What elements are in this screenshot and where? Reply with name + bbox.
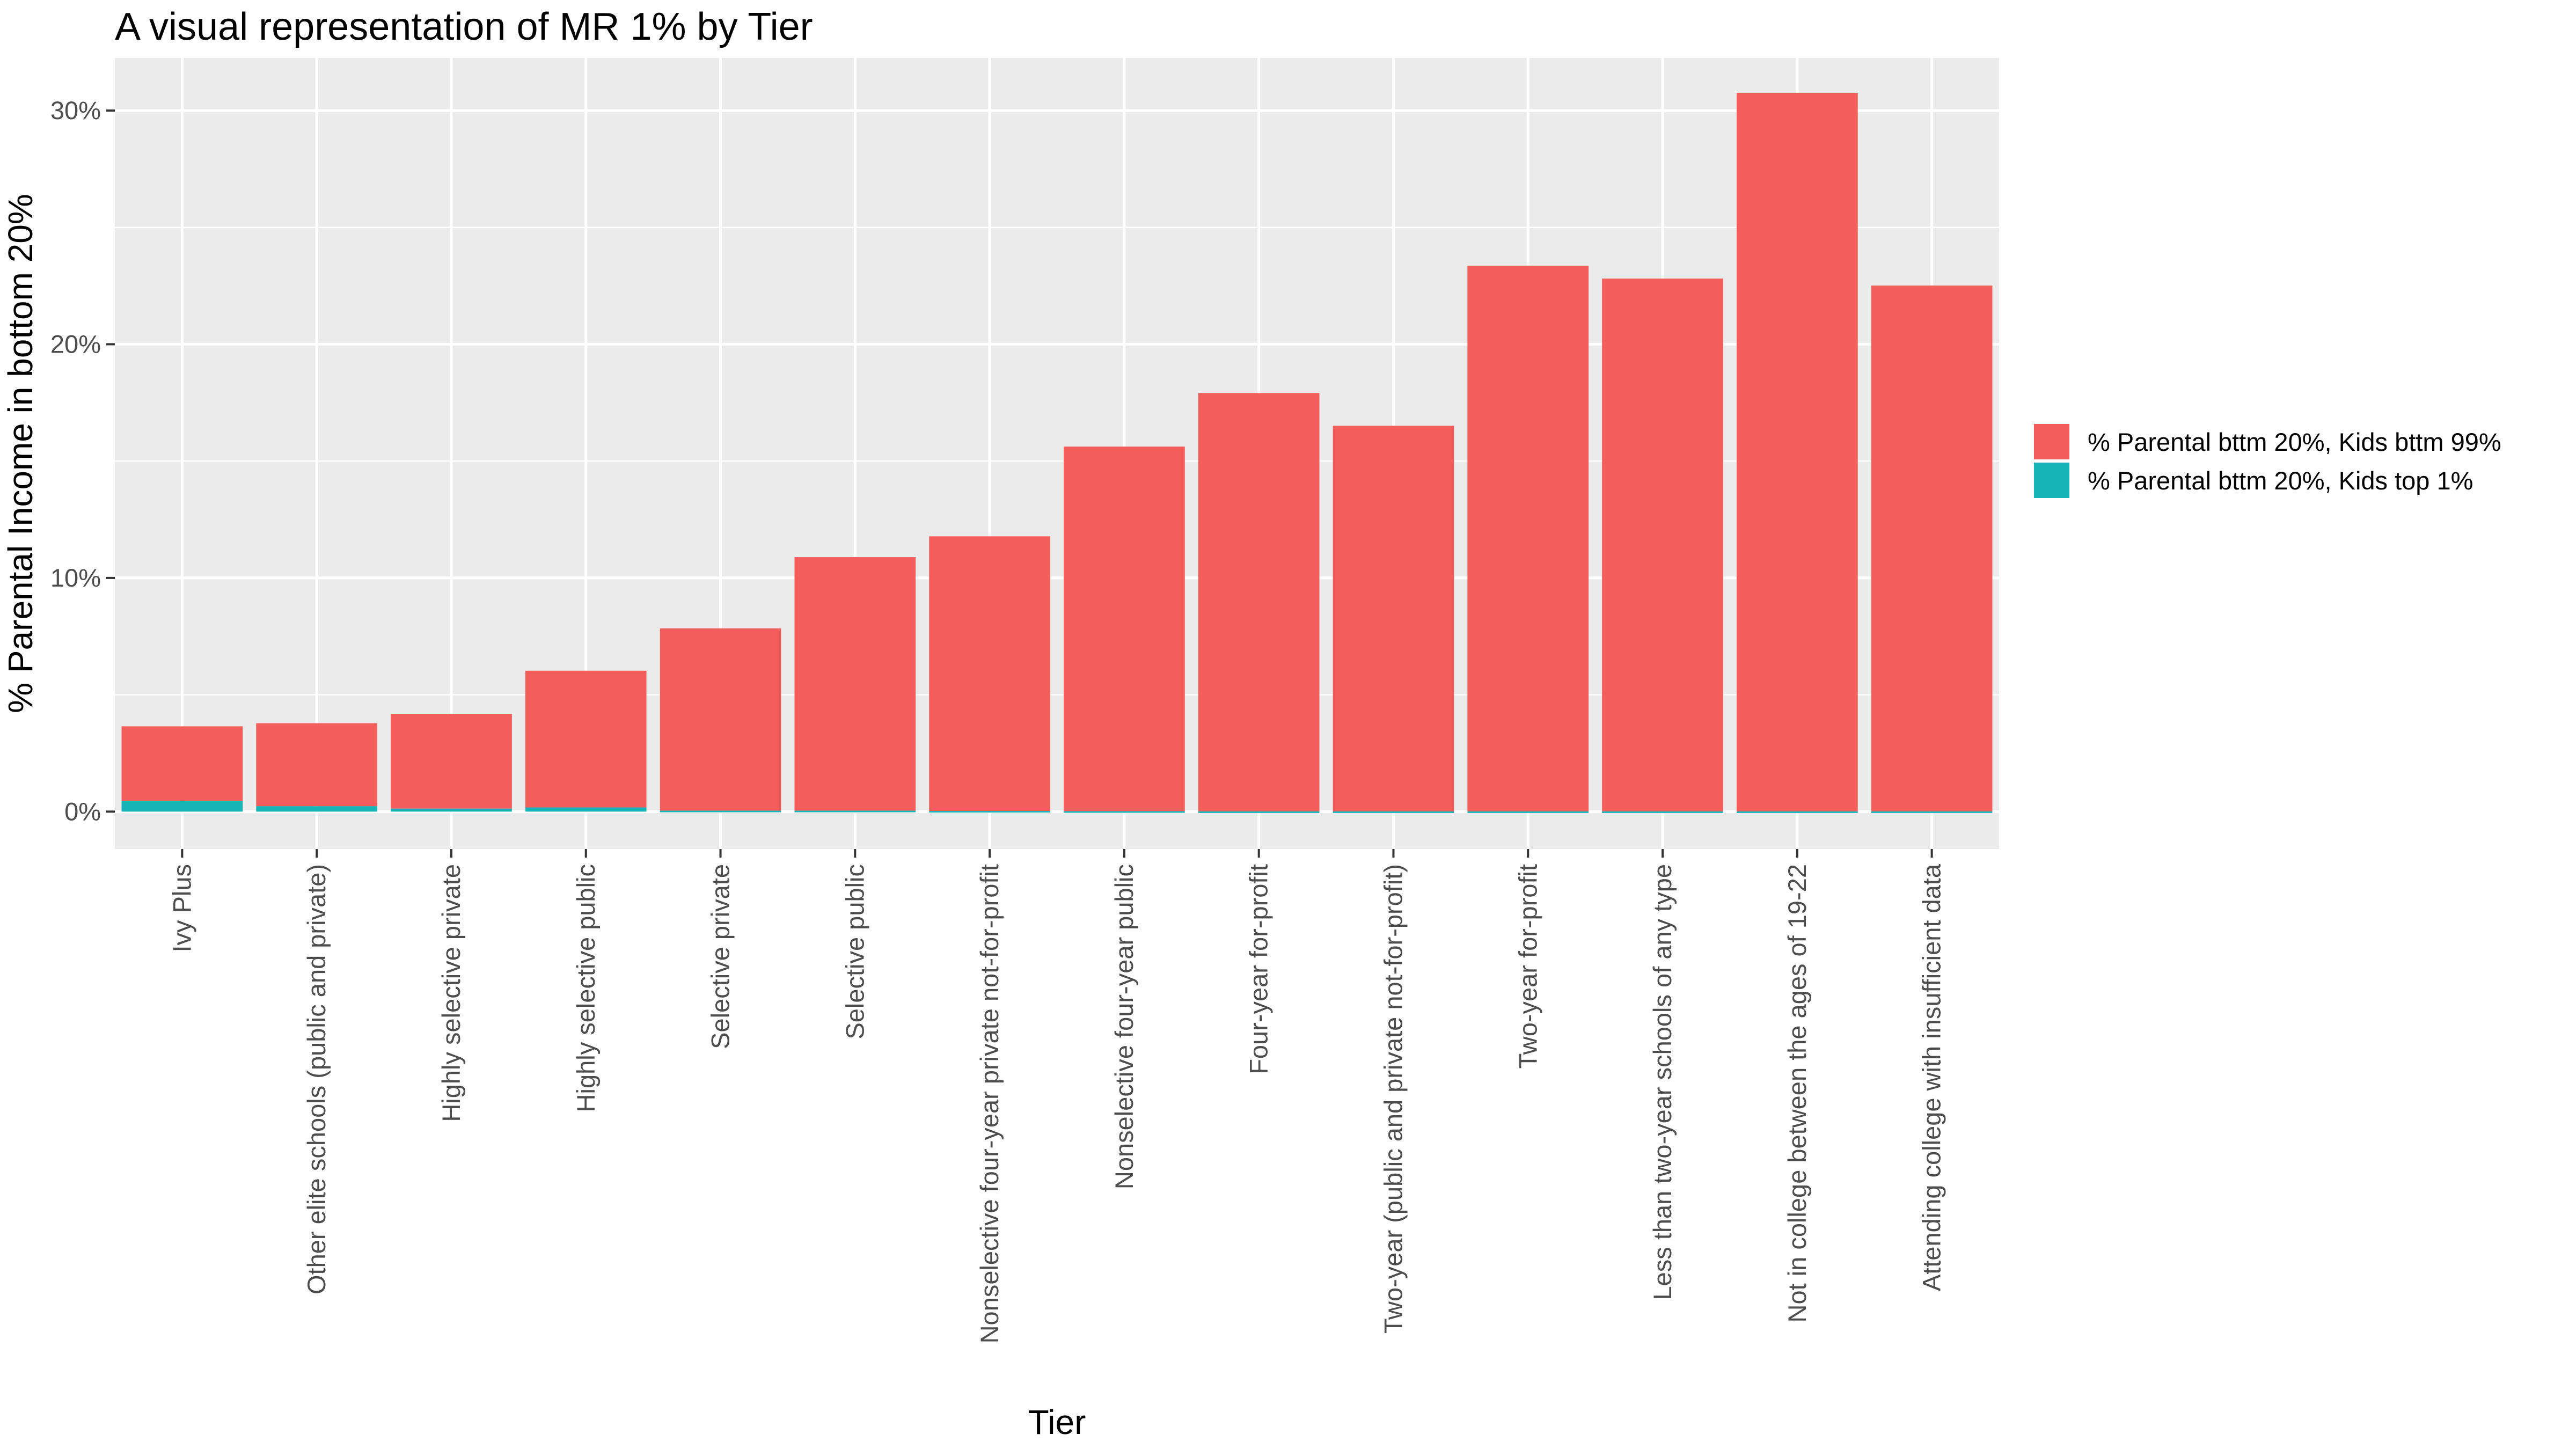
bar-kids-top-1 [929,811,1050,813]
x-tick-label: Highly selective public [572,864,600,1112]
x-axis: Ivy Plus Other elite schools (public and … [167,849,1946,1343]
bar-kids-top-1 [1467,811,1589,813]
y-tick-label: 0% [64,797,101,825]
bar-kids-top-1 [660,810,781,813]
x-tick-label: Not in college between the ages of 19-22 [1783,864,1811,1322]
bar-kids-top-1 [1198,811,1320,813]
bar-kids-bottom-99 [929,536,1050,811]
bar-kids-bottom-99 [391,714,512,809]
legend-label: % Parental bttm 20%, Kids top 1% [2088,466,2473,495]
x-tick-label: Nonselective four-year public [1110,864,1138,1189]
bar-kids-bottom-99 [1333,426,1454,811]
legend: % Parental bttm 20%, Kids bttm 99% % Pare… [2034,424,2501,498]
bar-kids-top-1 [1333,811,1454,813]
x-tick-label: Selective private [706,864,735,1049]
bar-kids-bottom-99 [256,723,378,807]
bar-kids-bottom-99 [121,726,243,801]
x-tick-label: Nonselective four-year private not-for-p… [975,864,1004,1343]
y-tick-label: 20% [50,330,101,358]
bar-kids-top-1 [1064,811,1185,813]
bar-kids-bottom-99 [1871,286,1993,811]
x-axis-title: Tier [1028,1403,1086,1441]
bar-kids-bottom-99 [794,557,916,811]
bar-kids-top-1 [1602,811,1723,813]
bars [121,92,1993,813]
bar-kids-top-1 [794,810,916,813]
x-tick-label: Ivy Plus [167,864,196,953]
bar-kids-bottom-99 [1064,447,1185,811]
y-axis-title: % Parental Income in bottom 20% [1,194,40,713]
x-tick-label: Other elite schools (public and private) [302,864,331,1294]
legend-label: % Parental bttm 20%, Kids bttm 99% [2088,428,2501,456]
x-tick-label: Highly selective private [437,864,465,1122]
bar-kids-bottom-99 [1602,279,1723,811]
chart-title: A visual representation of MR 1% by Tier [115,5,813,48]
x-tick-label: Two-year (public and private not-for-pro… [1379,864,1407,1334]
x-tick-label: Attending college with insufficient data [1918,863,1946,1291]
x-tick-label: Selective public [840,864,869,1040]
y-tick-label: 30% [50,96,101,125]
legend-key [2034,463,2069,498]
legend-key [2034,424,2069,459]
bar-kids-bottom-99 [1736,92,1858,811]
bar-kids-bottom-99 [660,628,781,811]
bar-kids-top-1 [256,806,378,812]
bar-kids-top-1 [525,807,647,812]
bar-kids-bottom-99 [1198,393,1320,811]
x-tick-label: Four-year for-profit [1245,864,1273,1074]
bar-kids-top-1 [121,801,243,812]
bar-kids-top-1 [1736,811,1858,813]
y-axis: 0% 10% 20% 30% [50,96,115,825]
bar-kids-bottom-99 [525,670,647,808]
x-tick-label: Two-year for-profit [1513,864,1542,1069]
bar-kids-bottom-99 [1467,266,1589,811]
bar-kids-top-1 [391,808,512,812]
x-tick-label: Less than two-year schools of any type [1648,864,1677,1300]
bar-kids-top-1 [1871,811,1993,813]
y-tick-label: 10% [50,564,101,592]
